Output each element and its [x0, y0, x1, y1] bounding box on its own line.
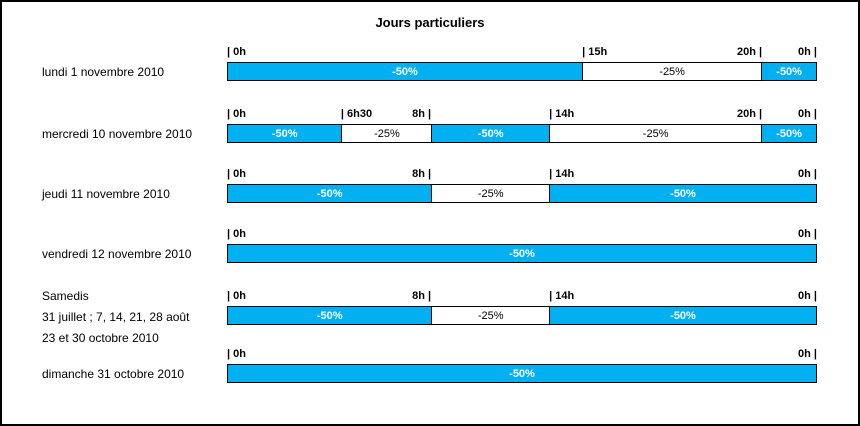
hour-mark: 8h | — [412, 290, 432, 302]
hour-mark: 0h | — [798, 46, 817, 58]
hour-mark: | 15h — [582, 46, 608, 58]
bar-segment: -50% — [431, 125, 550, 142]
segment-discount-label: -25% — [659, 65, 685, 78]
bar-segment: -50% — [228, 365, 816, 382]
bar-segment: -25% — [581, 63, 762, 80]
hour-mark: | 0h — [227, 290, 246, 302]
row-label: mercredi 10 novembre 2010 — [42, 123, 192, 144]
hour-marks-line: | 0h | 6h30 8h | | 14h 20h | 0h | — [227, 108, 817, 122]
hour-mark: | 0h — [227, 168, 246, 180]
segment-discount-label: -50% — [271, 127, 298, 140]
row-label-line: vendredi 12 novembre 2010 — [42, 246, 192, 261]
hour-mark: | 6h30 — [340, 108, 373, 120]
row-label-line: jeudi 11 novembre 2010 — [42, 186, 170, 201]
segment-discount-label: -50% — [776, 65, 802, 78]
bar-segment: -25% — [431, 307, 550, 324]
segment-discount-label: -50% — [509, 367, 535, 380]
hour-mark: | 14h — [549, 290, 575, 302]
segment-discount-label: -50% — [477, 127, 504, 140]
segment-discount-label: -25% — [642, 127, 669, 140]
bar-segment: -50% — [549, 307, 816, 324]
hour-mark: 8h | — [412, 108, 432, 120]
row-label-line: dimanche 31 octobre 2010 — [42, 366, 185, 381]
timeline-bar: -50% -25% -50% — [227, 306, 817, 325]
timeline-bar: -50% — [227, 364, 817, 383]
segment-discount-label: -50% — [392, 65, 418, 78]
hour-mark: 0h | — [798, 108, 817, 120]
row-label-line: 23 et 30 octobre 2010 — [42, 331, 159, 345]
row-label-line: 31 juillet ; 7, 14, 21, 28 août — [42, 310, 190, 324]
segment-discount-label: -50% — [509, 247, 535, 260]
row-label: vendredi 12 novembre 2010 — [42, 243, 191, 264]
segment-discount-label: -50% — [776, 127, 802, 140]
hour-marks-line: | 0h 8h | | 14h 0h | — [227, 290, 817, 304]
row-label: dimanche 31 octobre 2010 — [42, 363, 184, 384]
segment-discount-label: -25% — [477, 187, 504, 200]
row-label-line: mercredi 10 novembre 2010 — [42, 126, 193, 141]
hour-mark: | 14h — [549, 108, 575, 120]
bar-segment: -50% — [549, 185, 816, 202]
hour-marks-line: | 0h 8h | | 14h 0h | — [227, 168, 817, 182]
bar-segment: -50% — [228, 307, 432, 324]
bar-segment: -50% — [228, 63, 582, 80]
timeline-bar: -50% — [227, 244, 817, 263]
row-label-line: Samedis — [42, 289, 89, 303]
hour-mark: 8h | — [412, 168, 432, 180]
row-label-line: lundi 1 novembre 2010 — [42, 64, 165, 79]
hour-mark: 0h | — [798, 168, 817, 180]
segment-discount-label: -50% — [316, 309, 343, 322]
hour-mark: 20h | — [737, 46, 763, 58]
hour-mark: | 0h — [227, 108, 246, 120]
hour-mark: | 0h — [227, 348, 246, 360]
row-label: jeudi 11 novembre 2010 — [42, 183, 170, 204]
hour-mark: 20h | — [737, 108, 763, 120]
hour-mark: | 0h — [227, 228, 246, 240]
bar-segment: -50% — [761, 125, 816, 142]
bar-segment: -25% — [341, 125, 432, 142]
bar-segment: -50% — [228, 185, 432, 202]
hour-marks-line: | 0h 0h | — [227, 228, 817, 242]
bar-segment: -50% — [228, 245, 816, 262]
row-label: lundi 1 novembre 2010 — [42, 61, 164, 82]
hour-mark: | 14h — [549, 168, 575, 180]
bar-segment: -25% — [431, 185, 550, 202]
segment-discount-label: -50% — [670, 309, 696, 322]
hour-marks-line: | 0h | 15h 20h | 0h | — [227, 46, 817, 60]
hour-mark: 0h | — [798, 348, 817, 360]
bar-segment: -50% — [761, 63, 816, 80]
timeline-bar: -50% -25% -50% — [227, 184, 817, 203]
bar-segment: -50% — [228, 125, 342, 142]
hour-mark: 0h | — [798, 290, 817, 302]
segment-discount-label: -50% — [670, 187, 696, 200]
bar-segment: -25% — [549, 125, 762, 142]
segment-discount-label: -50% — [316, 187, 343, 200]
chart-title: Jours particuliers — [375, 15, 485, 30]
segment-discount-label: -25% — [374, 127, 400, 140]
timeline-bar: -50% -25% -50% — [227, 62, 817, 81]
hour-mark: | 0h — [227, 46, 246, 58]
row-label: Samedis 31 juillet ; 7, 14, 21, 28 août 23… — [42, 286, 189, 349]
segment-discount-label: -25% — [477, 309, 504, 322]
hour-mark: 0h | — [798, 228, 817, 240]
timeline-bar: -50% -25% -50% -25% -50% — [227, 124, 817, 143]
hour-marks-line: | 0h 0h | — [227, 348, 817, 362]
